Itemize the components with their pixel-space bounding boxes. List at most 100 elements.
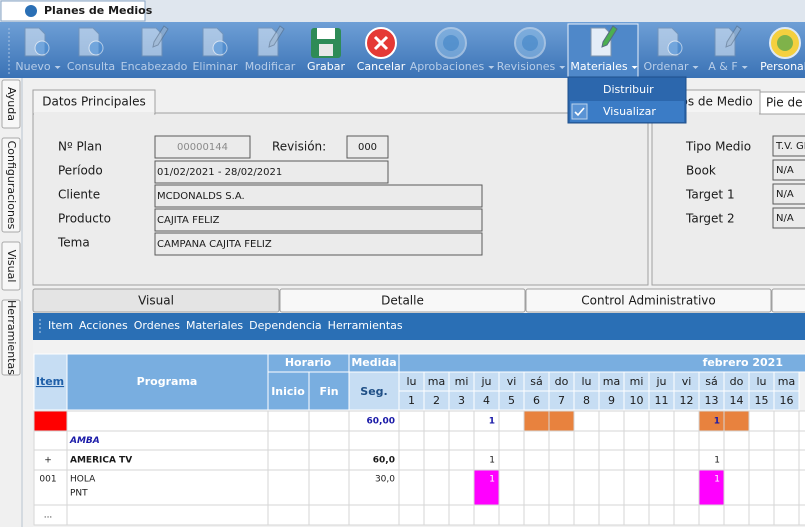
menu-item-label[interactable]: Visualizar [603,105,656,118]
tab-title[interactable]: Planes de Medios [44,4,153,17]
icon [268,25,285,48]
grid-cell [673,449,700,471]
item-cell: + [44,456,52,466]
view-tab-label[interactable]: Visual [138,294,174,308]
grid-cell [623,504,650,526]
side-tab-label[interactable]: Configuraciones [5,141,18,230]
field-label: Producto [58,212,111,226]
button-label[interactable]: Nuevo [15,60,50,73]
button-label[interactable]: Grabar [307,60,346,73]
panel-tab[interactable] [32,89,156,115]
icon [212,40,228,56]
header-label: febrero 2021 [703,356,783,369]
field-box [154,208,483,232]
grid-cell [523,410,550,432]
grid-cell [573,410,600,432]
grid-cell [673,469,700,506]
grid-cell [748,449,775,471]
side-tab-label[interactable]: Visual [5,250,18,283]
document-tab[interactable] [0,0,146,22]
program-cell: AMERICA TV [70,456,132,466]
view-tab-label[interactable]: Detalle [381,294,424,308]
grid-cell [448,504,475,526]
side-tab-label[interactable]: Ayuda [5,87,18,121]
button-label[interactable]: Consulta [67,60,115,73]
grid-cell [548,469,575,506]
field-box [154,184,483,208]
field-box [772,135,805,157]
menu-item[interactable]: Ordenes [134,319,180,332]
grid-cell [308,430,350,451]
grid-cell [673,430,700,451]
menu-item[interactable]: Herramientas [328,319,403,332]
menu-item[interactable]: Dependencia [249,319,322,332]
panel-tab[interactable] [759,91,805,115]
button-label[interactable]: Revisiones [497,60,556,73]
side-tab-label[interactable]: Herramientas [5,300,18,375]
grid-cell [308,449,350,471]
side-tab[interactable] [1,299,21,376]
menu-bar [33,313,805,340]
side-tab[interactable] [1,137,21,233]
header-label[interactable]: Item [36,375,64,388]
grid-cell [267,430,310,451]
menu-item-label[interactable]: Distribuir [603,83,654,96]
grid-cell [698,469,725,506]
grid-cell [598,410,625,432]
button-label[interactable]: Modificar [245,60,296,73]
grid-cell [448,410,475,432]
view-tab[interactable] [771,288,805,313]
field-value: N/A [776,165,794,176]
menu-item[interactable]: Materiales [186,319,243,332]
day-label: 8 [583,394,590,407]
weekday-label: lu [406,375,416,388]
weekday-label: sá [530,375,542,388]
view-tab[interactable] [525,288,772,313]
button-label[interactable]: A & F [708,60,737,73]
grid-cell [398,504,425,526]
grid-cell [473,449,500,471]
button-label[interactable]: Cancelar [357,60,406,73]
button-label[interactable]: Eliminar [192,60,238,73]
side-tab[interactable] [1,241,21,291]
button-label[interactable]: Personali [760,60,805,73]
panel-tab-label[interactable]: Pie de [766,96,803,110]
button-label[interactable]: Aprobaciones [410,60,485,73]
icon [373,35,389,51]
field-label: Período [58,164,103,178]
field-box [772,159,805,181]
day-cell: 1 [489,456,495,466]
button-label[interactable]: Materiales [570,60,627,73]
grid-cell [673,410,700,432]
grid-cell [798,449,805,471]
field-value: N/A [776,189,794,200]
field-box [154,135,251,159]
grid-cell [423,469,450,506]
button-label[interactable]: Ordenar [644,60,689,73]
day-label: 12 [680,394,694,407]
grid-cell [698,410,725,432]
grid-cell [598,430,625,451]
weekday-label: do [555,375,569,388]
view-tab-label[interactable]: Control Administrativo [581,294,716,308]
grid-cell [598,504,625,526]
side-tab[interactable] [1,79,21,129]
view-tab[interactable] [279,288,526,313]
header-label: Inicio [271,385,305,398]
field-value: 000 [358,142,377,153]
dropdown-menu: Distribuir Visualizar [567,76,687,124]
menu-item[interactable]: Item [48,319,73,332]
panel-tab-label[interactable]: Datos Principales [42,95,145,109]
grid-cell [573,449,600,471]
button-label[interactable]: Encabezado [121,60,188,73]
menu-item[interactable]: Acciones [79,319,128,332]
weekday-label: ma [603,375,620,388]
view-tab[interactable] [32,288,280,313]
header-cell [33,353,68,411]
grid-cell [548,504,575,526]
grid-cell [548,430,575,451]
grid-cell [773,410,800,432]
grid-cell [308,504,350,526]
day-label: 4 [483,394,490,407]
grid-cell [548,410,575,432]
